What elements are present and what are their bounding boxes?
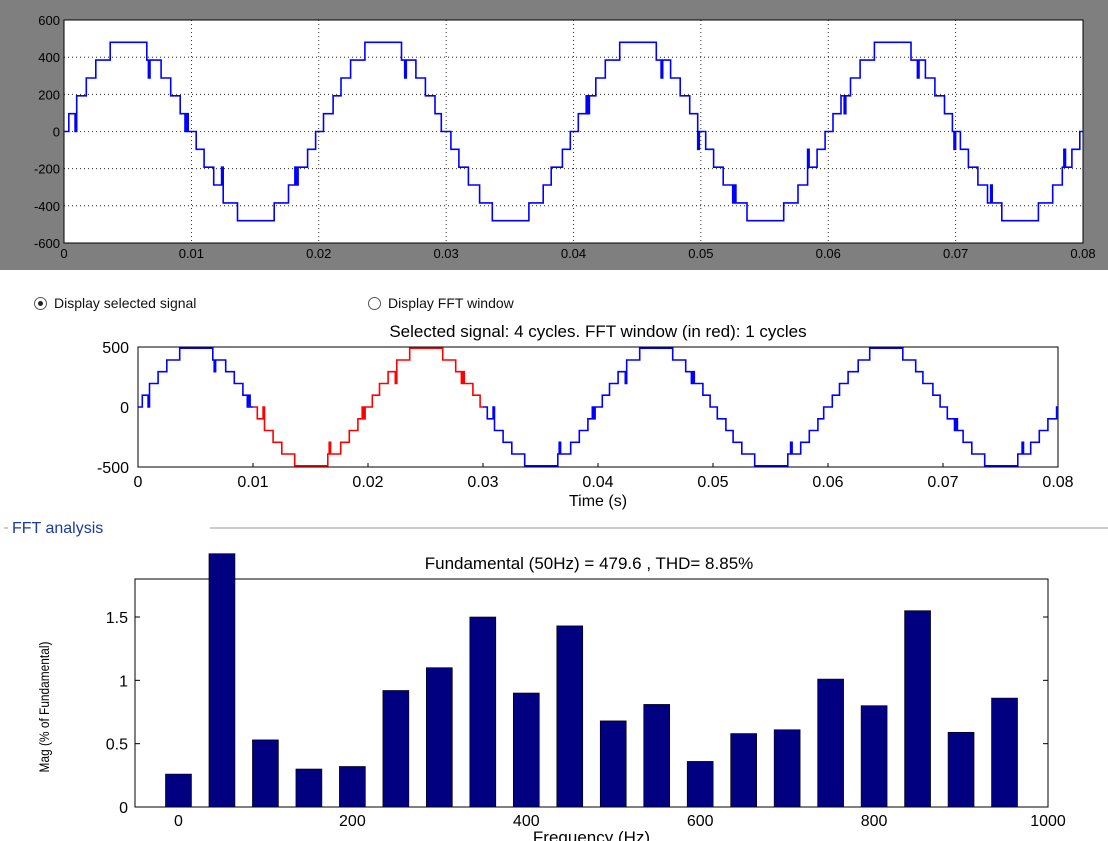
- x-tick-label: 0.03: [433, 246, 458, 261]
- display-selected-signal-radio[interactable]: Display selected signal: [34, 293, 196, 313]
- y-tick-label: 0: [53, 125, 60, 140]
- y-tick-label: 500: [102, 340, 129, 357]
- x-axis-label: Time (s): [569, 493, 627, 510]
- fft-bar: [512, 692, 540, 808]
- y-tick-label: -200: [34, 162, 60, 177]
- y-tick-label: 600: [38, 13, 60, 28]
- x-tick-label: 0.02: [306, 246, 331, 261]
- fft-bar: [339, 766, 366, 808]
- radio-checked-icon[interactable]: [34, 296, 47, 310]
- signal-series-line: [64, 41, 1083, 222]
- x-tick-label: 0.07: [943, 246, 968, 261]
- y-tick-label: -400: [34, 199, 60, 214]
- x-tick-label: 0.08: [1070, 246, 1095, 261]
- y-tick-label: 400: [38, 50, 60, 65]
- fft-bar: [730, 733, 757, 808]
- x-tick-label: 0.02: [352, 474, 383, 491]
- selected-signal-plot: Selected signal: 4 cycles. FFT window (i…: [97, 322, 1074, 510]
- x-tick-label: 0.04: [582, 474, 613, 491]
- fft-bar: [295, 768, 323, 808]
- radio-unchecked-icon[interactable]: [368, 296, 381, 310]
- x-tick-label: 0.01: [237, 474, 268, 491]
- fft-bar: [643, 704, 671, 808]
- y-tick-label: 1.5: [106, 610, 128, 627]
- y-axis-label: Mag (% of Fundamental): [36, 642, 52, 773]
- fft-bar: [469, 616, 497, 808]
- x-tick-label: 0.05: [697, 474, 728, 491]
- x-tick-label: 0: [174, 813, 183, 830]
- fft-title: Fundamental (50Hz) = 479.6 , THD= 8.85%: [425, 554, 754, 573]
- fft-analysis-group-title: FFT analysis: [12, 520, 103, 537]
- fft-bar: [860, 705, 888, 808]
- fft-bar: [817, 678, 844, 808]
- y-tick-label: 1: [119, 673, 128, 690]
- x-tick-label: 0.04: [561, 246, 586, 261]
- fft-bar: [426, 667, 453, 808]
- x-tick-label: 800: [861, 813, 888, 830]
- display-fft-window-radio[interactable]: Display FFT window: [368, 293, 514, 313]
- plot-area: [134, 578, 1049, 808]
- x-tick-label: 0.06: [812, 474, 843, 491]
- fft-bar: [991, 697, 1018, 808]
- fft-bar: [686, 761, 714, 808]
- fft-bar: [947, 731, 975, 808]
- x-tick-label: 0.05: [688, 246, 713, 261]
- y-tick-label: -600: [34, 236, 60, 251]
- selected-signal-title: Selected signal: 4 cycles. FFT window (i…: [389, 322, 806, 341]
- x-tick-label: 1000: [1030, 813, 1066, 830]
- fft-bar: [165, 773, 192, 808]
- x-tick-label: 0.03: [467, 474, 498, 491]
- x-tick-label: 600: [687, 813, 714, 830]
- display-options: Display selected signal Display FFT wind…: [0, 291, 1108, 317]
- fft-bar: [599, 720, 627, 808]
- signal-series-line: [138, 347, 253, 408]
- y-tick-label: 0.5: [106, 737, 128, 754]
- y-tick-label: -500: [97, 460, 129, 477]
- x-tick-label: 0: [134, 474, 143, 491]
- fft-bar: [252, 739, 279, 808]
- x-tick-label: 0.06: [816, 246, 841, 261]
- x-axis-label: Frequency (Hz): [533, 828, 650, 841]
- fft-bar: [382, 690, 410, 808]
- x-tick-label: 0: [60, 246, 67, 261]
- display-fft-window-label: Display FFT window: [388, 295, 514, 311]
- x-tick-label: 200: [339, 813, 366, 830]
- fft-bar: [208, 553, 236, 808]
- fft-window-series-line: [253, 347, 483, 467]
- x-tick-label: 0.08: [1042, 474, 1073, 491]
- y-tick-label: 200: [38, 87, 60, 102]
- x-tick-label: 0.07: [927, 474, 958, 491]
- x-tick-label: 400: [513, 813, 540, 830]
- fft-analysis-plot: FFT analysis Fundamental (50Hz) = 479.6 ,…: [4, 520, 1108, 841]
- y-tick-label: 0: [119, 800, 128, 817]
- signal-series-line: [483, 347, 1058, 467]
- fft-bar: [556, 625, 584, 808]
- top-waveform-plot: 0 0.01 0.02 0.03 0.04 0.05 0.06 0.07 0.08 600 400 2…: [0, 0, 1108, 270]
- fft-bar: [904, 610, 931, 808]
- x-tick-label: 0.01: [179, 246, 204, 261]
- fft-bar: [773, 729, 801, 808]
- display-selected-signal-label: Display selected signal: [54, 295, 197, 311]
- y-tick-label: 0: [120, 400, 129, 417]
